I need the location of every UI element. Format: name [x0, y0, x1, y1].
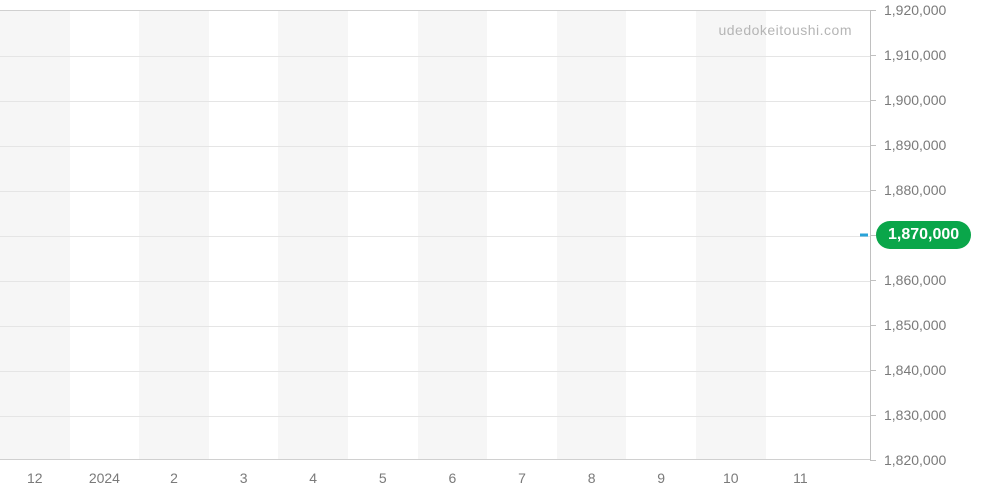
gridline	[0, 326, 870, 327]
gridline	[0, 371, 870, 372]
gridline	[0, 416, 870, 417]
y-axis-label: 1,920,000	[884, 2, 946, 18]
price-chart: 1,920,000 1,910,000 1,900,000 1,890,000 1,88…	[0, 0, 1000, 500]
y-tick	[870, 10, 876, 11]
x-band	[278, 11, 348, 459]
y-axis-label: 1,850,000	[884, 317, 946, 333]
x-axis-label: 10	[723, 470, 739, 486]
y-axis-label: 1,820,000	[884, 452, 946, 468]
x-axis-label: 9	[657, 470, 665, 486]
y-tick	[870, 325, 876, 326]
x-band	[0, 11, 70, 459]
y-tick	[870, 415, 876, 416]
watermark: udedokeitoushi.com	[718, 22, 852, 38]
x-band	[557, 11, 627, 459]
x-band	[139, 11, 209, 459]
current-price-badge: 1,870,000	[876, 221, 971, 249]
x-axis-label: 3	[240, 470, 248, 486]
y-tick	[870, 280, 876, 281]
y-axis-label: 1,860,000	[884, 272, 946, 288]
y-tick	[870, 370, 876, 371]
x-axis-label: 5	[379, 470, 387, 486]
y-tick	[870, 100, 876, 101]
y-axis-label: 1,830,000	[884, 407, 946, 423]
y-axis-label: 1,890,000	[884, 137, 946, 153]
x-axis-label: 2024	[89, 470, 120, 486]
y-tick	[870, 460, 876, 461]
x-axis-label: 12	[27, 470, 43, 486]
x-band	[418, 11, 488, 459]
current-price-marker	[860, 234, 868, 237]
gridline	[0, 191, 870, 192]
gridline	[0, 146, 870, 147]
x-axis-label: 7	[518, 470, 526, 486]
gridline	[0, 281, 870, 282]
gridline	[0, 56, 870, 57]
y-tick	[870, 190, 876, 191]
y-axis-label: 1,900,000	[884, 92, 946, 108]
plot-area	[0, 10, 870, 460]
x-axis-label: 11	[793, 470, 808, 486]
x-axis-label: 4	[309, 470, 317, 486]
gridline	[0, 236, 870, 237]
y-axis-label: 1,880,000	[884, 182, 946, 198]
x-band	[696, 11, 766, 459]
gridline	[0, 101, 870, 102]
x-axis-label: 2	[170, 470, 178, 486]
x-axis-label: 8	[588, 470, 596, 486]
y-axis-label: 1,840,000	[884, 362, 946, 378]
y-tick	[870, 55, 876, 56]
y-tick	[870, 145, 876, 146]
y-axis-label: 1,910,000	[884, 47, 946, 63]
x-axis-label: 6	[448, 470, 456, 486]
